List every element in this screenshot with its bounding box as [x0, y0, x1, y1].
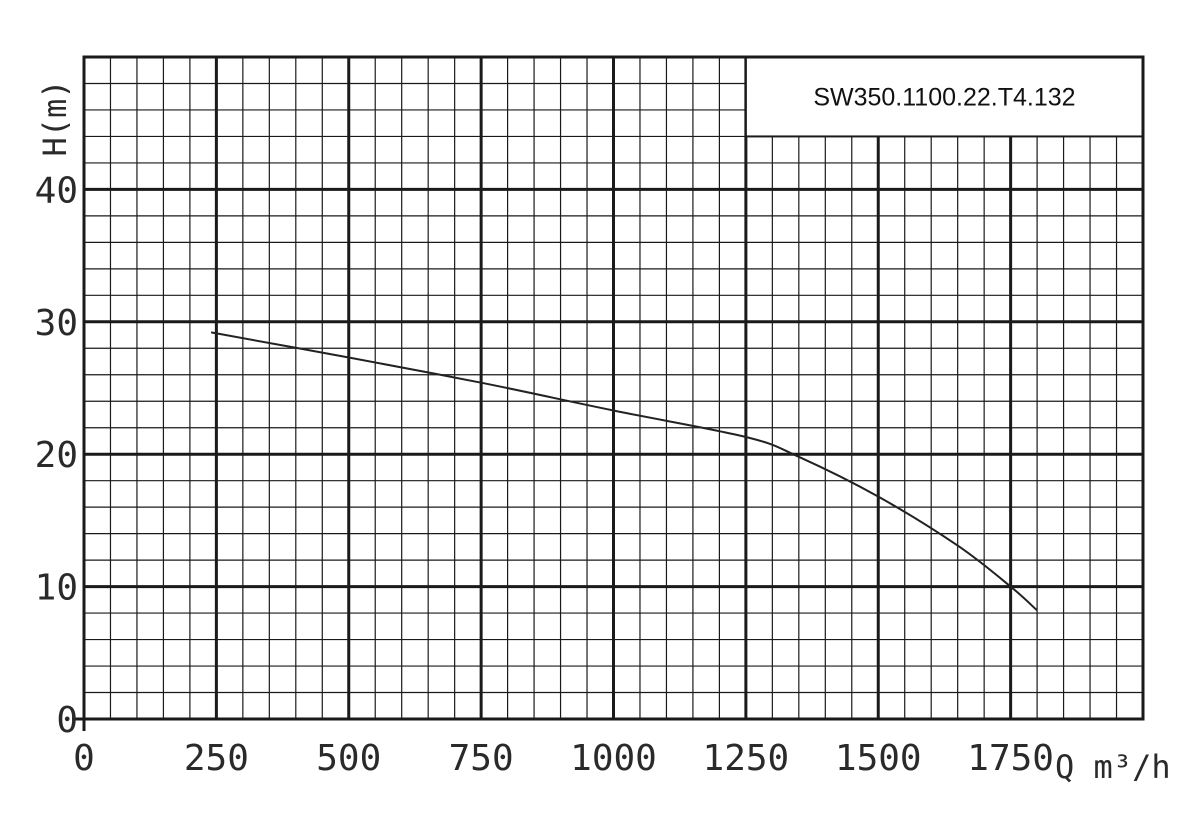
x-tick-label: 250 [184, 738, 249, 779]
x-tick-label: 1000 [570, 738, 657, 779]
y-tick-label: 0 [56, 700, 78, 741]
y-tick-label: 10 [35, 568, 78, 609]
axes [72, 55, 1145, 731]
y-tick-label: 20 [35, 435, 78, 476]
tick-labels: 0 250 500 750 1000 1250 1500 1750 0 10 20 30 40 [35, 170, 1054, 779]
title-box [744, 56, 1144, 138]
x-tick-label: 750 [449, 738, 514, 779]
x-axis-label: Q m³/h [1055, 748, 1171, 786]
pump-curve-line [210, 331, 1038, 612]
y-tick-label: 30 [35, 303, 78, 344]
y-axis-label: H(m) [36, 79, 74, 156]
x-tick-label: 500 [316, 738, 381, 779]
x-tick-label: 1750 [967, 738, 1054, 779]
chart-title: SW350.1100.22.T4.132 [813, 84, 1075, 112]
x-tick-label: 0 [73, 738, 95, 779]
x-tick-label: 1250 [703, 738, 790, 779]
plot-frame [82, 55, 1145, 721]
y-tick-label: 40 [35, 170, 78, 211]
x-tick-label: 1500 [835, 738, 922, 779]
